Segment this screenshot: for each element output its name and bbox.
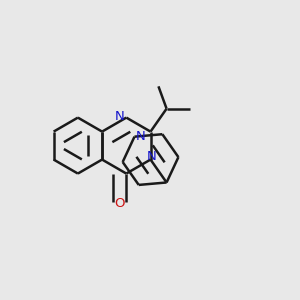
Text: N: N (115, 110, 125, 123)
Text: N: N (147, 150, 157, 163)
Text: N: N (136, 130, 146, 143)
Text: O: O (115, 197, 125, 210)
